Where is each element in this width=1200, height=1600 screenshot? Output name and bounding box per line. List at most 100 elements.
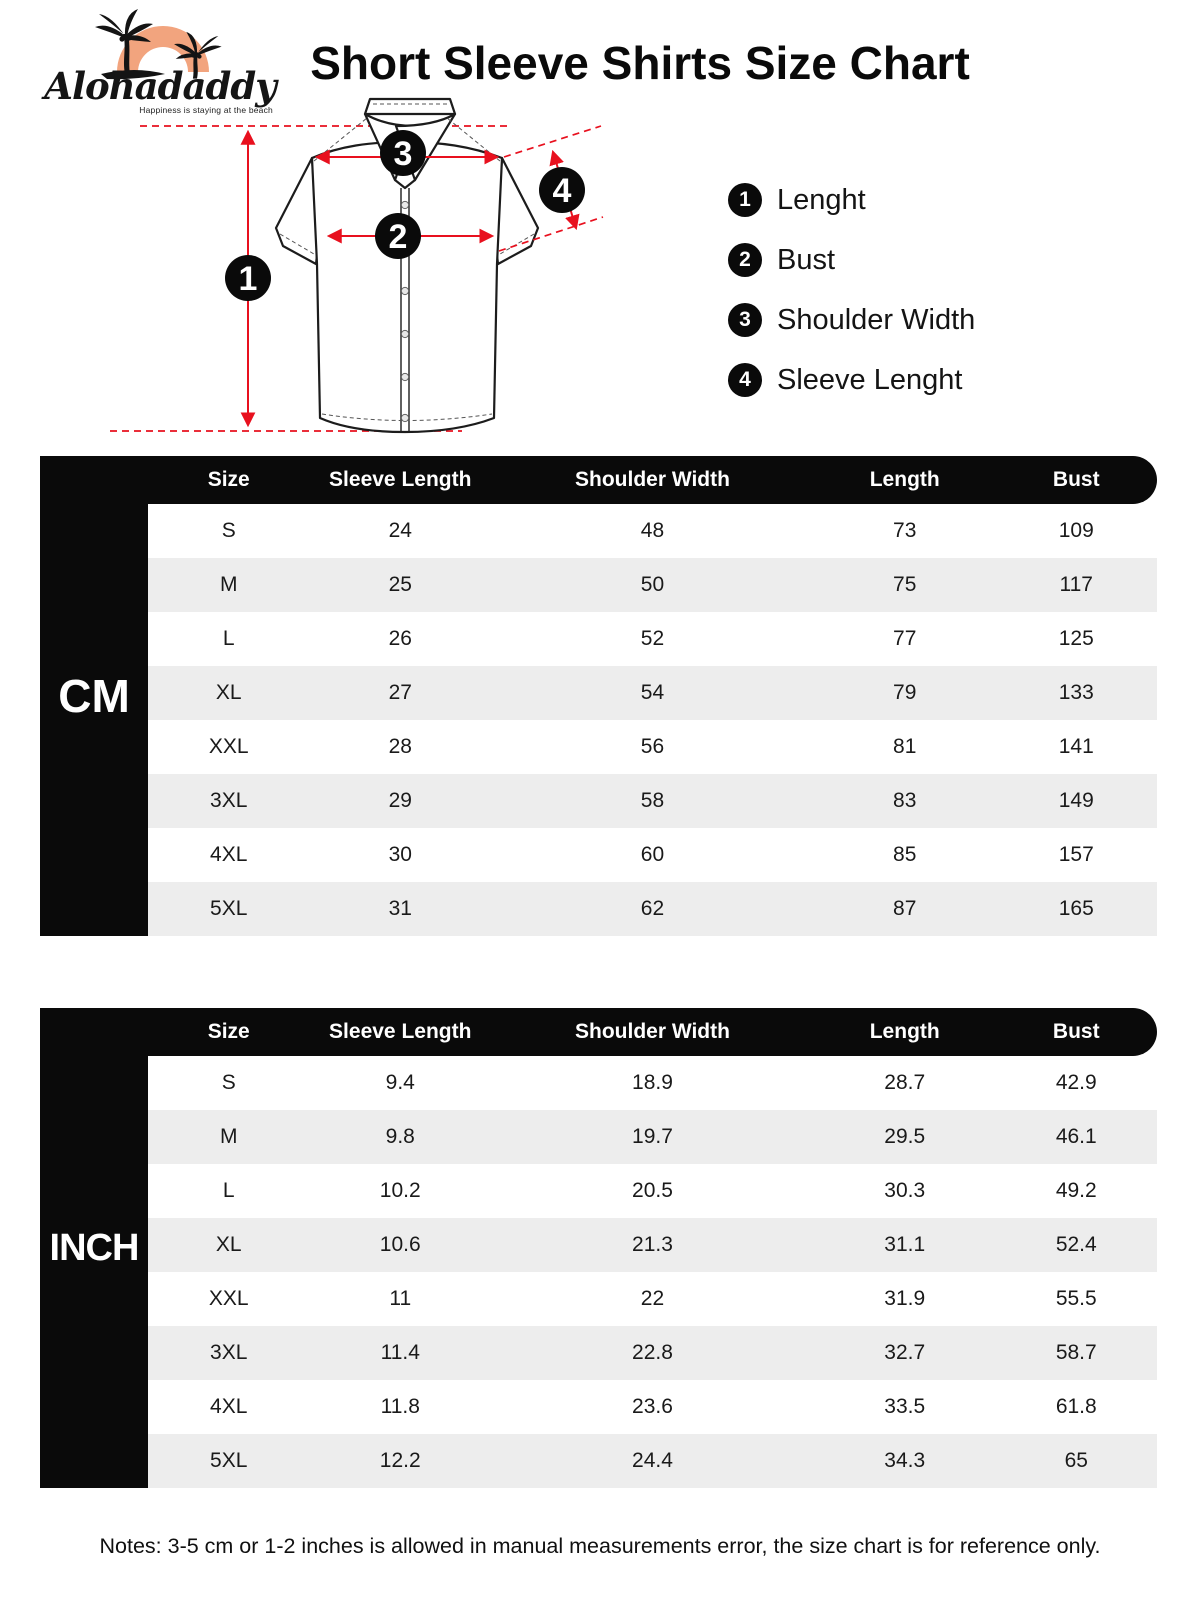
table-row: XL 10.6 21.3 31.1 52.4 (148, 1218, 1157, 1272)
size-cell: 5XL (210, 1449, 248, 1472)
col-header-size: Size (207, 468, 250, 491)
legend-1-label: Lenght (777, 183, 866, 216)
cm-unit-label: CM (40, 456, 148, 936)
value-cell: 42.9 (1055, 1071, 1097, 1094)
sleeve-guide-lines (498, 125, 604, 252)
cm-size-table: CM Size Sleeve Length Shoulder Width Len… (40, 456, 1157, 936)
legend-item-sleeve-length: 4 Sleeve Lenght (728, 363, 975, 397)
inch-unit-label: INCH (40, 1008, 148, 1488)
value-cell: 30.3 (884, 1179, 926, 1202)
value-cell: 26 (388, 627, 412, 650)
table-row: S 24 48 73 109 (148, 504, 1157, 558)
value-cell: 12.2 (379, 1449, 421, 1472)
marker-2-badge (375, 213, 421, 259)
value-cell: 10.2 (379, 1179, 421, 1202)
value-cell: 24.4 (632, 1449, 673, 1472)
value-cell: 31 (388, 897, 412, 920)
marker-3-badge (380, 130, 426, 176)
table-row: S 9.4 18.9 28.7 42.9 (148, 1056, 1157, 1110)
value-cell: 10.6 (379, 1233, 421, 1256)
value-cell: 28 (388, 735, 412, 758)
marker-1-badge (225, 255, 271, 301)
value-cell: 11 (389, 1287, 412, 1310)
value-cell: 117 (1059, 573, 1093, 596)
col-header-length: Length (869, 468, 940, 491)
table-row: L 26 52 77 125 (148, 612, 1157, 666)
value-cell: 60 (640, 843, 665, 866)
size-cell: L (222, 627, 235, 650)
value-cell: 31.1 (884, 1233, 926, 1256)
size-cell: 3XL (210, 1341, 248, 1364)
shirt-outline (274, 97, 540, 434)
legend-item-shoulder-width: 3 Shoulder Width (728, 303, 975, 337)
size-cell: M (219, 1125, 238, 1148)
legend-item-bust: 2 Bust (728, 243, 975, 277)
value-cell: 52.4 (1055, 1233, 1097, 1256)
size-cell: S (221, 1071, 236, 1094)
marker-4-number: 4 (553, 172, 572, 210)
notes-text: Notes: 3-5 cm or 1-2 inches is allowed i… (99, 1534, 1101, 1558)
value-cell: 109 (1058, 519, 1094, 542)
table-row: L 10.2 20.5 30.3 49.2 (148, 1164, 1157, 1218)
col-header-size: Size (207, 1020, 250, 1043)
size-cell: XXL (208, 735, 249, 758)
brand-logo: Alohadaddy Happiness is staying at the b… (35, 6, 285, 118)
marker-4-badge (539, 167, 585, 213)
value-cell: 9.4 (385, 1071, 415, 1094)
size-cell: M (219, 573, 238, 596)
size-cell: L (222, 1179, 235, 1202)
value-cell: 141 (1058, 735, 1094, 758)
table-row: 3XL 11.4 22.8 32.7 58.7 (148, 1326, 1157, 1380)
legend-2-badge: 2 (728, 243, 762, 277)
value-cell: 22.8 (632, 1341, 673, 1364)
value-cell: 11.8 (380, 1395, 420, 1418)
value-cell: 56 (640, 735, 665, 758)
value-cell: 54 (640, 681, 665, 704)
measurement-legend: 1 Lenght 2 Bust 3 Shoulder Width 4 Sleev… (728, 183, 975, 423)
value-cell: 19.7 (632, 1125, 673, 1148)
value-cell: 149 (1058, 789, 1094, 812)
inch-table-header: Size Sleeve Length Shoulder Width Length… (40, 1008, 1157, 1056)
value-cell: 11.4 (380, 1341, 420, 1364)
value-cell: 48 (640, 519, 665, 542)
table-row: XXL 28 56 81 141 (148, 720, 1157, 774)
table-row: 4XL 11.8 23.6 33.5 61.8 (148, 1380, 1157, 1434)
legend-3-label: Shoulder Width (777, 303, 976, 336)
col-header-sleeve-length: Sleeve Length (329, 1020, 472, 1043)
marker-badges: 1 2 3 4 (225, 130, 585, 301)
value-cell: 62 (640, 897, 665, 920)
value-cell: 21.3 (632, 1233, 673, 1256)
shirt-measurement-diagram: 1 2 3 4 (105, 97, 604, 434)
inch-size-table: INCH Size Sleeve Length Shoulder Width L… (40, 1008, 1157, 1488)
value-cell: 33.5 (884, 1395, 926, 1418)
value-cell: 46.1 (1055, 1125, 1097, 1148)
value-cell: 61.8 (1055, 1395, 1097, 1418)
value-cell: 87 (893, 897, 917, 920)
marker-3-number: 3 (394, 135, 413, 173)
palm-tree-icon (95, 9, 153, 74)
value-cell: 28.7 (884, 1071, 926, 1094)
legend-4-badge: 4 (728, 363, 762, 397)
table-row: 3XL 29 58 83 149 (148, 774, 1157, 828)
value-cell: 81 (893, 735, 917, 758)
page-title: Short Sleeve Shirts Size Chart (310, 37, 970, 89)
beach-swoosh-shape (101, 70, 165, 80)
value-cell: 29.5 (884, 1125, 926, 1148)
value-cell: 125 (1058, 627, 1094, 650)
legend-2-label: Bust (777, 243, 836, 276)
value-cell: 31.9 (884, 1287, 926, 1310)
value-cell: 27 (388, 681, 412, 704)
cm-table-rows: S 24 48 73 109 M 25 50 75 117 L 26 52 77… (148, 504, 1157, 936)
size-cell: XXL (208, 1287, 249, 1310)
value-cell: 75 (893, 573, 917, 596)
value-cell: 65 (1064, 1449, 1088, 1472)
value-cell: 25 (388, 573, 412, 596)
inch-table-rows: S 9.4 18.9 28.7 42.9 M 9.8 19.7 29.5 46.… (148, 1056, 1157, 1488)
legend-3-badge: 3 (728, 303, 762, 337)
size-cell: 3XL (210, 789, 248, 812)
value-cell: 83 (893, 789, 917, 812)
value-cell: 133 (1058, 681, 1094, 704)
value-cell: 58 (640, 789, 665, 812)
value-cell: 55.5 (1055, 1287, 1097, 1310)
value-cell: 77 (893, 627, 917, 650)
